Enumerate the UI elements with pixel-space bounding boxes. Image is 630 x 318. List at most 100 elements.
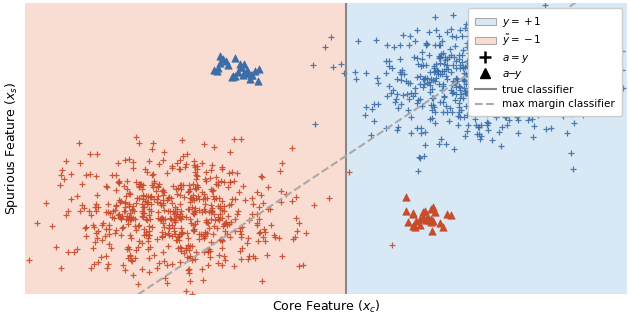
Point xyxy=(471,78,481,83)
Point xyxy=(209,67,219,72)
Point xyxy=(294,263,304,268)
Point xyxy=(617,48,627,53)
Point xyxy=(403,108,413,113)
Point xyxy=(438,83,448,88)
Point xyxy=(139,211,149,216)
Point xyxy=(483,82,493,87)
Point xyxy=(489,52,499,57)
Point xyxy=(96,222,106,227)
Point xyxy=(185,195,195,200)
Point xyxy=(137,192,147,197)
Point xyxy=(263,184,273,190)
Point xyxy=(215,211,225,216)
Point xyxy=(218,224,228,229)
Point xyxy=(473,124,483,129)
Point xyxy=(229,136,239,142)
Point xyxy=(194,236,204,241)
Point xyxy=(91,208,101,213)
Point xyxy=(433,53,444,59)
Point xyxy=(183,271,193,276)
Point xyxy=(193,197,203,202)
Point xyxy=(463,74,473,79)
Point xyxy=(163,209,173,214)
Point xyxy=(159,149,169,154)
Point xyxy=(198,236,209,241)
Point xyxy=(490,30,500,35)
Point xyxy=(121,216,131,221)
Point xyxy=(176,182,186,187)
Point xyxy=(444,118,454,123)
Point xyxy=(88,222,98,227)
Point xyxy=(469,117,479,122)
Point xyxy=(401,79,411,84)
Point xyxy=(152,196,163,201)
Point xyxy=(547,45,557,50)
Point xyxy=(455,95,465,100)
Point xyxy=(144,232,154,237)
Point xyxy=(157,233,167,238)
Point xyxy=(152,185,163,190)
Point xyxy=(252,189,262,194)
Point xyxy=(141,229,151,234)
Point xyxy=(189,228,199,233)
Point xyxy=(540,56,550,61)
Point xyxy=(444,55,454,60)
Point xyxy=(360,113,370,118)
Point xyxy=(587,76,597,81)
Point xyxy=(131,201,141,206)
Point xyxy=(391,96,401,101)
Point xyxy=(408,93,418,98)
Point xyxy=(120,209,130,214)
Point xyxy=(396,77,406,82)
Point xyxy=(446,69,456,74)
Point xyxy=(114,211,124,217)
Point xyxy=(158,188,168,193)
Point xyxy=(501,54,512,59)
Point xyxy=(137,187,147,192)
Point xyxy=(487,137,497,142)
Point xyxy=(522,49,532,54)
Point xyxy=(57,168,67,173)
Point xyxy=(234,189,244,194)
Point xyxy=(207,162,217,167)
Point xyxy=(411,125,421,130)
Point xyxy=(445,106,455,111)
Point xyxy=(324,196,334,201)
Point xyxy=(96,254,106,259)
Point xyxy=(467,109,478,114)
Point xyxy=(524,114,534,119)
Point xyxy=(493,48,503,53)
Point xyxy=(190,256,200,261)
Point xyxy=(475,13,485,18)
Point xyxy=(421,40,431,45)
Point xyxy=(108,216,118,221)
Point xyxy=(112,173,122,178)
Point xyxy=(185,199,195,204)
Point xyxy=(616,67,626,72)
Point xyxy=(147,225,158,230)
Point xyxy=(167,223,177,228)
Point xyxy=(451,66,461,71)
Point xyxy=(189,212,199,217)
Point xyxy=(410,91,420,96)
Point xyxy=(130,223,140,228)
Point xyxy=(435,61,445,66)
Point xyxy=(134,181,144,186)
Point xyxy=(394,56,404,61)
Point xyxy=(137,213,147,218)
Point xyxy=(578,82,588,87)
Point xyxy=(257,174,267,179)
Point xyxy=(173,238,183,243)
Point xyxy=(503,117,513,122)
Point xyxy=(447,89,457,94)
Point xyxy=(462,122,472,127)
Point xyxy=(495,40,505,45)
Point xyxy=(483,121,493,126)
Point xyxy=(434,142,444,147)
Point xyxy=(188,258,198,263)
Point xyxy=(211,195,221,200)
Point xyxy=(396,72,406,77)
Point xyxy=(500,77,510,82)
Point xyxy=(248,72,258,77)
Point xyxy=(208,231,218,236)
